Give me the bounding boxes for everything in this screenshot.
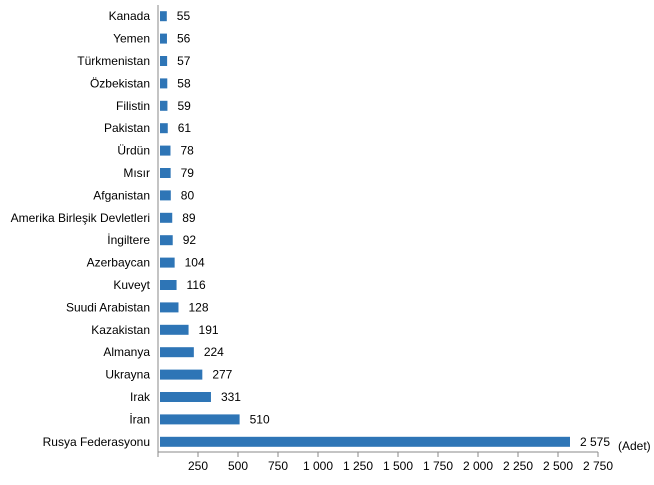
x-tick-label: 2 250	[503, 459, 533, 473]
category-label: Kanada	[109, 9, 151, 23]
value-label: 55	[177, 9, 191, 23]
bar	[160, 302, 179, 313]
bar	[160, 324, 189, 335]
x-tick-label: 1 500	[383, 459, 413, 473]
x-tick-label: 250	[188, 459, 208, 473]
bar	[160, 280, 177, 290]
x-tick-label: 500	[228, 459, 248, 473]
value-label: 104	[185, 256, 205, 270]
category-label: Türkmenistan	[77, 54, 150, 68]
value-label: 79	[181, 166, 195, 180]
x-tick-label: 2 750	[583, 459, 613, 473]
bar	[160, 145, 171, 156]
category-label: Amerika Birleşik Devletleri	[11, 211, 150, 225]
bar	[160, 235, 173, 246]
value-label: 59	[177, 99, 191, 113]
category-label: Afganistan	[93, 188, 150, 202]
value-label: 191	[199, 323, 219, 337]
category-label: Kuveyt	[113, 278, 150, 292]
category-label: Rusya Federasyonu	[43, 435, 150, 449]
category-labels-group: Kanada Yemen Türkmenistan Özbekistan Filisti…	[11, 9, 151, 449]
bars-group	[160, 11, 570, 447]
bar	[160, 11, 167, 22]
value-labels-group: 55 56 57 58 59 61 78 79 80 89 92 104 116 128 191 224 277…	[177, 9, 611, 449]
category-label: Mısır	[123, 166, 150, 180]
value-label: 116	[187, 278, 206, 292]
value-label: 128	[188, 300, 208, 314]
bar	[160, 33, 167, 44]
category-label: Irak	[130, 390, 151, 404]
category-label: Azerbaycan	[87, 256, 150, 270]
bar	[160, 190, 171, 201]
bar	[160, 257, 175, 268]
category-label: Ukrayna	[105, 368, 150, 382]
value-label: 56	[177, 32, 191, 46]
value-label: 92	[183, 233, 197, 247]
value-label: 78	[180, 144, 194, 158]
bar	[160, 56, 168, 66]
x-tick-label: 1 750	[423, 459, 453, 473]
bar	[160, 347, 194, 358]
value-label: 57	[177, 54, 191, 68]
category-label: Kazakistan	[91, 323, 150, 337]
value-label: 224	[204, 345, 224, 359]
bar	[160, 168, 171, 178]
bar	[160, 123, 168, 134]
x-axis: 250 500 750 1 000 1 250 1 500 1 750 2 000 2 250 2…	[157, 5, 613, 473]
value-label: 331	[221, 390, 241, 404]
category-label: Filistin	[116, 99, 150, 113]
x-tick-label: 2 500	[543, 459, 573, 473]
bar	[160, 369, 203, 380]
category-label: Ürdün	[117, 144, 150, 158]
value-label: 80	[181, 188, 195, 202]
x-tick-label: 1 250	[343, 459, 373, 473]
value-label: 58	[177, 76, 191, 90]
value-label: 277	[212, 368, 232, 382]
category-label: Yemen	[113, 32, 150, 46]
unit-label: (Adet)	[618, 439, 651, 453]
x-tick-label: 2 000	[463, 459, 493, 473]
category-label: Özbekistan	[90, 76, 150, 90]
bar	[160, 100, 168, 111]
bar	[160, 78, 168, 89]
value-label: 89	[182, 211, 196, 225]
value-label: 61	[178, 121, 192, 135]
category-label: İngiltere	[107, 233, 150, 247]
value-label: 510	[250, 412, 270, 426]
category-label: Pakistan	[104, 121, 150, 135]
category-label: Almanya	[103, 345, 150, 359]
bar	[160, 392, 211, 402]
x-tick-label: 750	[268, 459, 288, 473]
bar	[160, 436, 570, 447]
bar	[160, 414, 240, 425]
bar	[160, 212, 173, 223]
category-label: Suudi Arabistan	[66, 300, 150, 314]
value-label: 2 575	[580, 435, 610, 449]
x-tick-label: 1 000	[303, 459, 333, 473]
category-label: İran	[129, 412, 150, 426]
